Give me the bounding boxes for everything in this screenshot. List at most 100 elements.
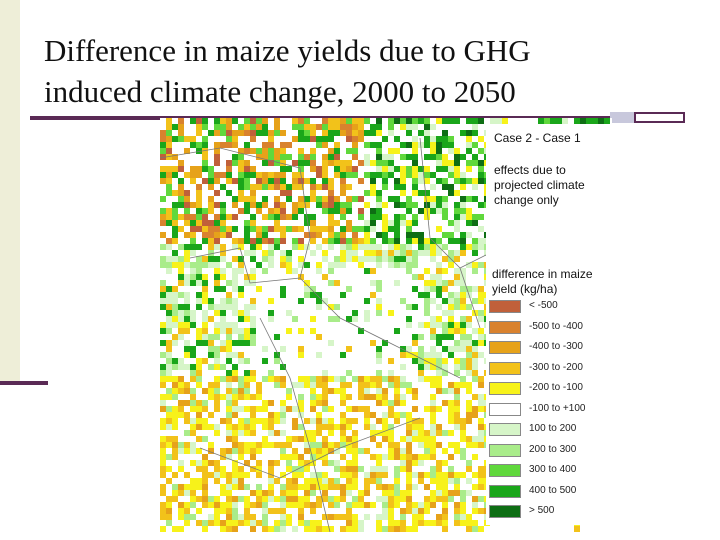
map-cell (274, 148, 280, 154)
map-cell (364, 298, 370, 304)
map-cell (388, 244, 394, 250)
map-cell (232, 268, 238, 274)
map-cell (262, 172, 268, 178)
map-cell (250, 250, 256, 256)
map-cell (418, 364, 424, 370)
map-cell (412, 526, 418, 532)
map-cell (364, 376, 370, 382)
map-cell (298, 184, 304, 190)
map-cell (220, 526, 226, 532)
map-cell (436, 382, 442, 388)
map-cell (268, 370, 274, 376)
map-cell (460, 304, 466, 310)
map-cell (298, 274, 304, 280)
map-cell (274, 178, 280, 184)
map-cell (196, 478, 202, 484)
map-cell (214, 274, 220, 280)
map-cell (448, 430, 454, 436)
map-cell (196, 364, 202, 370)
map-cell (208, 226, 214, 232)
map-cell (466, 466, 472, 472)
legend-label: -200 to -100 (529, 382, 583, 393)
map-cell (412, 454, 418, 460)
map-cell (232, 436, 238, 442)
map-cell (400, 508, 406, 514)
map-cell (274, 460, 280, 466)
map-cell (376, 298, 382, 304)
map-cell (262, 358, 268, 364)
map-cell (184, 208, 190, 214)
map-cell (472, 160, 478, 166)
map-cell (298, 352, 304, 358)
map-cell (316, 442, 322, 448)
map-cell (202, 520, 208, 526)
map-cell (406, 490, 412, 496)
map-cell (172, 436, 178, 442)
map-cell (388, 130, 394, 136)
map-cell (394, 382, 400, 388)
map-cell (370, 412, 376, 418)
map-cell (364, 232, 370, 238)
map-cell (160, 472, 166, 478)
map-cell (208, 202, 214, 208)
map-cell (472, 244, 478, 250)
map-cell (436, 226, 442, 232)
map-cell (328, 418, 334, 424)
map-cell (424, 364, 430, 370)
map-cell (430, 400, 436, 406)
map-cell (244, 142, 250, 148)
map-cell (346, 460, 352, 466)
map-cell (478, 394, 484, 400)
map-cell (406, 268, 412, 274)
map-cell (430, 334, 436, 340)
map-cell (370, 376, 376, 382)
map-cell (352, 244, 358, 250)
map-cell (256, 208, 262, 214)
map-cell (238, 172, 244, 178)
map-cell (316, 268, 322, 274)
map-cell (370, 454, 376, 460)
map-cell (316, 376, 322, 382)
map-cell (190, 118, 196, 124)
map-cell (208, 442, 214, 448)
map-cell (406, 466, 412, 472)
map-cell (478, 160, 484, 166)
map-cell (328, 136, 334, 142)
map-cell (298, 154, 304, 160)
map-cell (274, 382, 280, 388)
map-cell (316, 430, 322, 436)
map-cell (346, 148, 352, 154)
map-cell (202, 262, 208, 268)
map-cell (382, 202, 388, 208)
map-cell (388, 238, 394, 244)
map-cell (298, 514, 304, 520)
map-cell (184, 472, 190, 478)
map-cell (418, 376, 424, 382)
map-cell (472, 268, 478, 274)
map-cell (340, 352, 346, 358)
map-cell (364, 172, 370, 178)
map-cell (178, 484, 184, 490)
map-cell (310, 160, 316, 166)
map-cell (376, 214, 382, 220)
map-cell (250, 490, 256, 496)
map-cell (328, 178, 334, 184)
map-cell (454, 400, 460, 406)
map-cell (448, 406, 454, 412)
map-cell (274, 334, 280, 340)
map-cell (436, 376, 442, 382)
map-cell (238, 310, 244, 316)
legend-swatch (489, 423, 521, 436)
map-cell (202, 388, 208, 394)
map-cell (346, 466, 352, 472)
map-cell (460, 358, 466, 364)
map-cell (178, 322, 184, 328)
map-cell (178, 196, 184, 202)
map-cell (460, 196, 466, 202)
map-cell (400, 262, 406, 268)
map-cell (256, 172, 262, 178)
map-cell (238, 340, 244, 346)
map-cell (226, 478, 232, 484)
map-cell (220, 220, 226, 226)
map-cell (472, 220, 478, 226)
